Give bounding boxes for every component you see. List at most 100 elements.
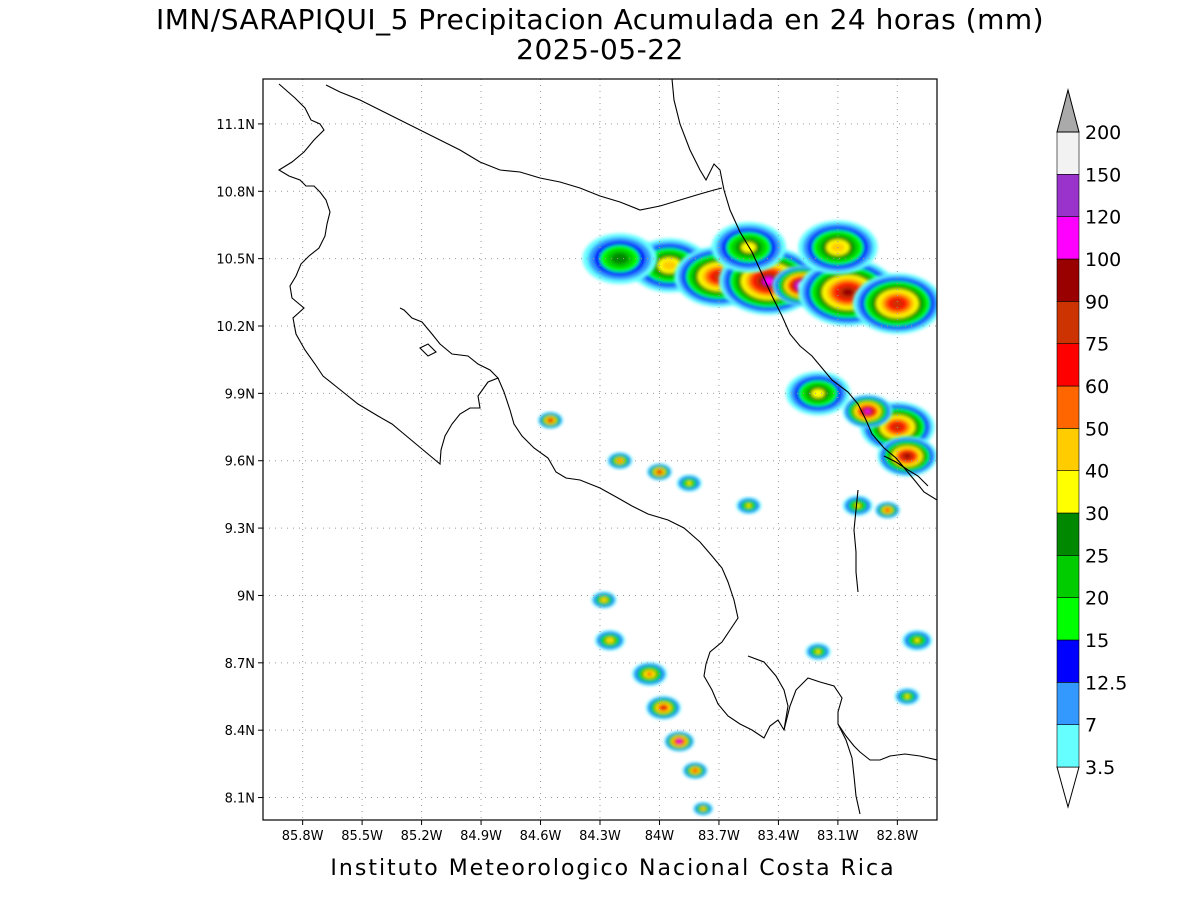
colorbar-level-label: 90 xyxy=(1085,291,1109,313)
rain-cell xyxy=(646,695,681,720)
colorbar-min-triangle xyxy=(1056,766,1080,809)
colorbar-level-label: 15 xyxy=(1085,630,1109,652)
rain-cell xyxy=(842,495,873,516)
rain-cell xyxy=(595,630,625,651)
footer-credit: Instituto Meteorologico Nacional Costa R… xyxy=(330,856,896,881)
lon-tick-label: 84.3W xyxy=(579,829,621,844)
rain-contour xyxy=(607,638,613,643)
rain-contour xyxy=(891,299,904,308)
colorbar-swatch xyxy=(1056,343,1080,387)
rain-contour xyxy=(617,458,622,463)
map-title: IMN/SARAPIQUI_5 Precipitacion Acumulada … xyxy=(155,3,1045,36)
latitude-axis: 11.1N 10.8N 10.5N 10.2N 9.9N 9.6N 9.3N 9N 8.7N 8.… xyxy=(216,118,263,807)
lon-tick-label: 83.7W xyxy=(698,829,740,844)
plot-frame xyxy=(262,78,938,821)
caribbean-coastline xyxy=(671,79,937,501)
precipitation-field xyxy=(538,220,937,816)
rain-cell xyxy=(664,731,695,752)
island xyxy=(419,343,437,357)
colorbar-max-triangle xyxy=(1056,88,1080,133)
golfo-dulce-coast xyxy=(747,655,789,731)
rain-cell xyxy=(538,411,563,429)
rain-contour xyxy=(815,649,821,654)
rain-cell xyxy=(693,802,713,816)
rain-cell xyxy=(632,662,667,686)
rain-contour xyxy=(662,260,677,271)
rain-contour xyxy=(657,469,662,474)
lon-tick-label: 84.6W xyxy=(520,829,562,844)
rain-contour xyxy=(548,418,553,423)
rain-contour xyxy=(686,481,692,486)
colorbar-swatch xyxy=(1056,174,1080,217)
rain-cell xyxy=(894,688,920,705)
lon-tick-label: 82.8W xyxy=(876,829,918,844)
colorbar-swatch xyxy=(1056,385,1080,429)
colorbar-level-label: 60 xyxy=(1085,376,1109,398)
lat-tick-label: 8.1N xyxy=(225,792,255,807)
rain-cell xyxy=(591,591,617,609)
lon-tick-label: 83.4W xyxy=(758,829,800,844)
colorbar-level-label: 200 xyxy=(1085,122,1121,144)
colorbar-level-label: 20 xyxy=(1085,588,1109,610)
colorbar-swatch xyxy=(1056,216,1080,260)
rain-contour xyxy=(854,503,861,508)
rain-contour xyxy=(677,739,682,744)
colorbar-level-label: 30 xyxy=(1085,503,1109,525)
rain-contour xyxy=(841,288,854,297)
colorbar-level-label: 7 xyxy=(1085,715,1097,737)
pacific-coastline-north xyxy=(277,83,499,466)
graticule-grid xyxy=(263,79,937,820)
lon-tick-label: 84W xyxy=(645,829,675,844)
panama-coast-north xyxy=(883,455,929,487)
colorbar-swatch xyxy=(1056,555,1080,598)
colorbar-level-label: 50 xyxy=(1085,418,1109,440)
rain-cell xyxy=(736,497,762,515)
rain-cell xyxy=(877,436,937,477)
rain-contour xyxy=(661,705,666,710)
lon-tick-label: 83.1W xyxy=(817,829,859,844)
rain-contour xyxy=(611,252,629,265)
rain-cell xyxy=(607,452,633,470)
rain-cell xyxy=(647,463,672,481)
rain-cell xyxy=(805,643,831,661)
rain-contour xyxy=(693,768,698,773)
colorbar-level-label: 12.5 xyxy=(1085,672,1127,694)
rain-contour xyxy=(811,388,825,398)
rain-contour xyxy=(701,806,706,811)
colorbar-level-label: 75 xyxy=(1085,334,1109,356)
rain-contour xyxy=(885,508,890,513)
lat-tick-label: 9N xyxy=(237,589,255,604)
colorbar-level-label: 25 xyxy=(1085,545,1109,567)
rain-contour xyxy=(746,503,752,508)
lat-tick-label: 8.7N xyxy=(225,657,255,672)
colorbar-swatch xyxy=(1056,597,1080,641)
lat-tick-label: 9.6N xyxy=(225,455,255,470)
colorbar-swatch xyxy=(1056,428,1080,471)
colorbar-swatch xyxy=(1056,639,1080,683)
colorbar-swatch xyxy=(1056,682,1080,725)
colorbar-swatch xyxy=(1056,724,1080,768)
colorbar-legend: 3.5 7 12.5 15 20 25 30 40 50 60 75 90 100 120 150 200 xyxy=(1056,88,1127,809)
colorbar-swatch xyxy=(1056,512,1080,556)
pacific-coastline-south xyxy=(497,377,937,761)
panama-border-north xyxy=(853,489,859,593)
longitude-axis: 85.8W 85.5W 85.2W 84.9W 84.6W 84.3W 84W 83.7W 83… xyxy=(282,820,918,844)
rain-contour xyxy=(914,638,921,643)
colorbar-swatch xyxy=(1056,301,1080,344)
lat-tick-label: 10.5N xyxy=(216,253,255,268)
lon-tick-label: 85.5W xyxy=(341,829,383,844)
colorbar-swatch xyxy=(1056,470,1080,514)
colorbar-swatch xyxy=(1056,258,1080,302)
rain-cell xyxy=(582,233,657,284)
coastline-borders xyxy=(277,79,937,815)
lat-tick-label: 11.1N xyxy=(216,118,255,133)
lon-tick-label: 84.9W xyxy=(460,829,502,844)
rain-cell xyxy=(875,501,900,519)
rain-contour xyxy=(646,672,653,677)
lat-tick-label: 10.8N xyxy=(216,185,255,200)
lat-tick-label: 9.3N xyxy=(225,522,255,537)
rain-contour xyxy=(904,694,910,699)
rain-cell xyxy=(902,630,933,651)
rain-cell xyxy=(785,371,851,416)
lat-tick-label: 8.4N xyxy=(225,724,255,739)
